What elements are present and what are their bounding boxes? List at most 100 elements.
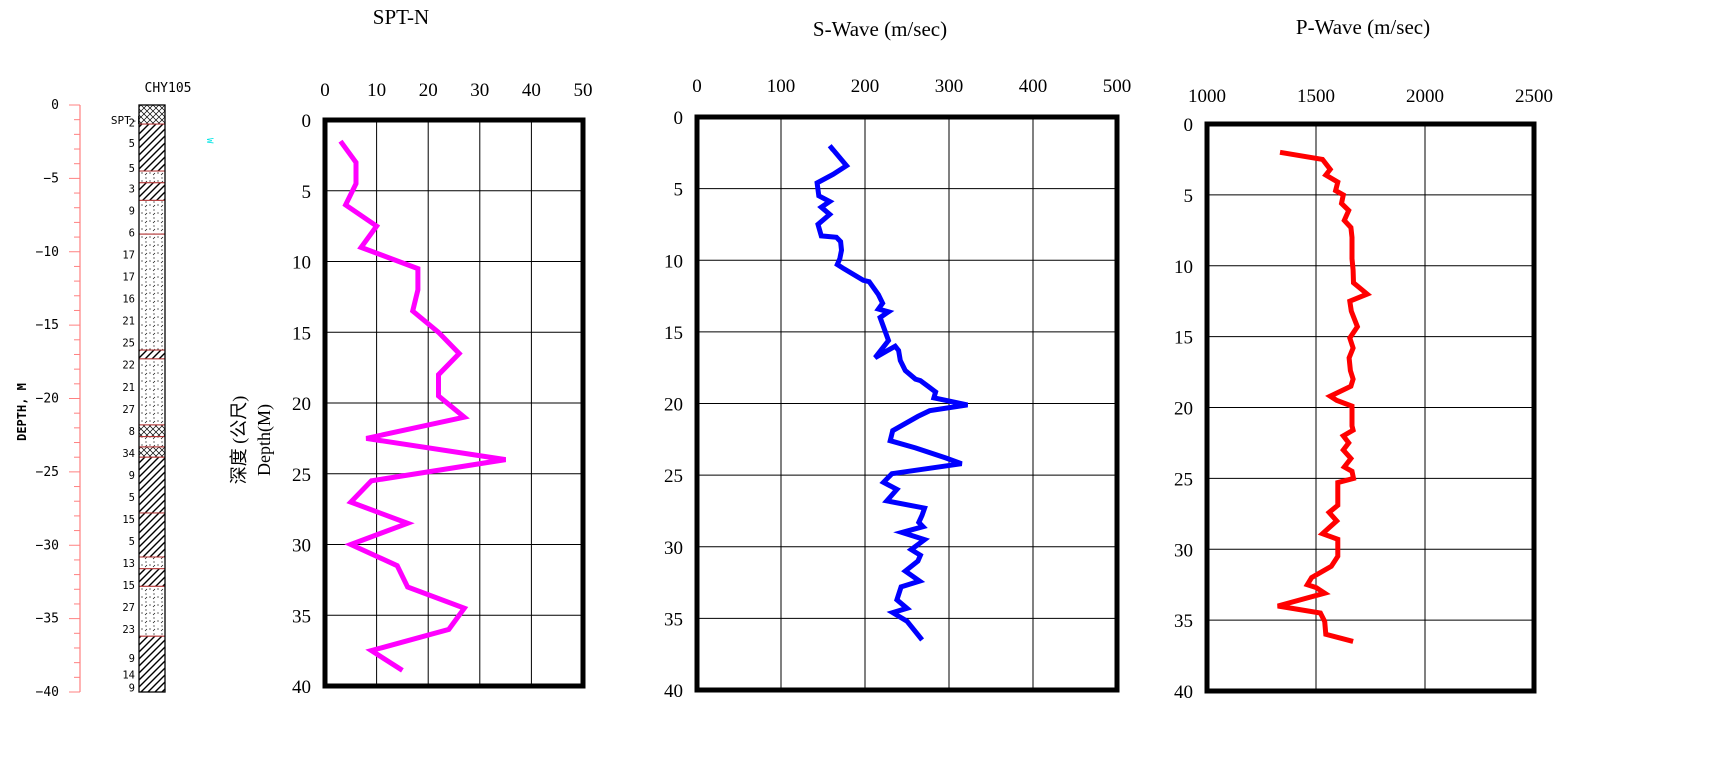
p-wave-y-tick-label: 40 bbox=[1174, 682, 1193, 703]
soil-layer bbox=[138, 446, 166, 458]
spt-value-column: 2553961717162125222127834951551315272391… bbox=[122, 118, 135, 695]
spt-value: 14 bbox=[122, 669, 135, 681]
spt-n-x-tick-label: 10 bbox=[367, 80, 386, 101]
spt-n-plot-frame bbox=[322, 117, 586, 689]
spt-value: 9 bbox=[129, 470, 135, 482]
soil-layer bbox=[138, 585, 166, 637]
spt-value: 8 bbox=[129, 426, 135, 438]
spt-value: 27 bbox=[122, 602, 135, 614]
spt-n-y-tick-label: 25 bbox=[292, 465, 311, 486]
p-wave-x-tick-label: 2500 bbox=[1515, 86, 1553, 107]
soil-column-border bbox=[138, 104, 166, 693]
spt-n-y-tick-label: 10 bbox=[292, 253, 311, 274]
spt-n-x-tick-label: 30 bbox=[470, 80, 489, 101]
p-wave-y-tick-label: 5 bbox=[1184, 186, 1194, 207]
spt-value: 23 bbox=[122, 624, 135, 636]
s-wave-x-tick-label: 400 bbox=[1019, 76, 1048, 97]
soil-layer bbox=[138, 358, 166, 426]
spt-value: 9 bbox=[129, 683, 135, 695]
spt-value: 5 bbox=[129, 492, 135, 504]
spt-value: 27 bbox=[122, 404, 135, 416]
spt-n-y-tick-label: 15 bbox=[292, 323, 311, 344]
boring-log: CHY105 DEPTH, M SPT-N 0 −5 −10 −15 −20 −25 −30… bbox=[15, 81, 214, 700]
spt-n-y-tick-label: 30 bbox=[292, 536, 311, 557]
s-wave-y-tick-label: 30 bbox=[664, 538, 683, 559]
soil-layer bbox=[138, 123, 166, 172]
s-wave-x-tick-label: 300 bbox=[935, 76, 964, 97]
soil-layer bbox=[138, 512, 166, 558]
s-wave-x-tick-label: 100 bbox=[767, 76, 796, 97]
soil-layer bbox=[138, 424, 166, 438]
ruler-tick-label: −20 bbox=[36, 392, 59, 407]
p-wave-y-tick-label: 15 bbox=[1174, 328, 1193, 349]
depth-label-chinese: 深度 (公尺) bbox=[229, 396, 250, 485]
spt-value: 21 bbox=[122, 382, 135, 394]
spt-value: 2 bbox=[129, 118, 135, 130]
spt-value: 34 bbox=[122, 448, 135, 460]
p-wave-x-tick-label: 2000 bbox=[1406, 86, 1444, 107]
soil-layer bbox=[138, 436, 166, 448]
spt-value: 9 bbox=[129, 206, 135, 218]
s-wave-x-tick-label: 0 bbox=[692, 76, 702, 97]
soil-layer bbox=[138, 568, 166, 587]
s-wave-y-tick-label: 20 bbox=[664, 395, 683, 416]
s-wave-y-tick-label: 40 bbox=[664, 681, 683, 702]
spt-n-label: SPT-N bbox=[111, 114, 144, 127]
s-wave-y-tick-label: 5 bbox=[674, 180, 684, 201]
spt-n-y-tick-label: 40 bbox=[292, 677, 311, 698]
p-wave-y-tick-label: 30 bbox=[1174, 540, 1193, 561]
p-wave-x-tick-label: 1000 bbox=[1188, 86, 1226, 107]
ruler-tick-label: −35 bbox=[36, 612, 59, 627]
ruler-tick-label: −15 bbox=[36, 318, 59, 333]
p-wave-plot-frame bbox=[1204, 121, 1537, 694]
ruler-tick-label: −25 bbox=[36, 465, 59, 480]
spt-n-series-line bbox=[338, 139, 506, 673]
s-wave-y-tick-label: 25 bbox=[664, 466, 683, 487]
s-wave-x-tick-label: 200 bbox=[851, 76, 880, 97]
spt-value: 5 bbox=[129, 138, 135, 150]
s-wave-series-line bbox=[814, 144, 969, 642]
spt-value: 17 bbox=[122, 250, 135, 262]
s-wave-chart-title: S-Wave (m/sec) bbox=[813, 17, 947, 41]
p-wave-chart: P-Wave (m/sec) 1000 1500 2000 2500 0 5 10 15 20 2… bbox=[1174, 15, 1553, 703]
ruler-tick-label: −10 bbox=[36, 245, 59, 260]
spt-value: 22 bbox=[122, 360, 135, 372]
p-wave-series-line bbox=[1277, 149, 1373, 644]
spt-value: 15 bbox=[122, 580, 135, 592]
spt-n-chart-title: SPT-N bbox=[373, 5, 429, 29]
boring-log-ylabel: DEPTH, M bbox=[15, 383, 29, 441]
p-wave-y-tick-label: 25 bbox=[1174, 469, 1193, 490]
spt-n-y-tick-label: 20 bbox=[292, 394, 311, 415]
soil-layer bbox=[138, 556, 166, 570]
soil-column bbox=[138, 104, 166, 693]
soil-layer bbox=[138, 456, 166, 514]
spt-value: 5 bbox=[129, 536, 135, 548]
groundwater-marker: W bbox=[204, 138, 214, 144]
spt-value: 6 bbox=[129, 228, 135, 240]
p-wave-y-tick-label: 35 bbox=[1174, 611, 1193, 632]
ruler-tick-label: 0 bbox=[51, 98, 59, 113]
spt-value: 16 bbox=[122, 294, 135, 306]
s-wave-y-tick-label: 0 bbox=[674, 108, 684, 129]
spt-value: 13 bbox=[122, 558, 135, 570]
boring-log-title: CHY105 bbox=[145, 81, 192, 96]
spt-n-x-tick-label: 20 bbox=[419, 80, 438, 101]
spt-n-y-tick-label: 35 bbox=[292, 606, 311, 627]
soil-layer bbox=[138, 182, 166, 201]
p-wave-y-tick-label: 20 bbox=[1174, 399, 1193, 420]
ruler-tick-label: −40 bbox=[36, 685, 59, 700]
soil-layer bbox=[138, 233, 166, 351]
spt-n-chart: SPT-N 0 10 20 30 40 50 0 5 10 15 20 25 30 35 40 bbox=[292, 5, 593, 698]
spt-value: 17 bbox=[122, 272, 135, 284]
soil-layer bbox=[138, 170, 166, 184]
spt-value: 21 bbox=[122, 316, 135, 328]
s-wave-y-tick-label: 10 bbox=[664, 251, 683, 272]
depth-label-english: Depth(M) bbox=[254, 404, 275, 476]
spt-value: 15 bbox=[122, 514, 135, 526]
spt-n-x-tick-label: 40 bbox=[522, 80, 541, 101]
p-wave-chart-title: P-Wave (m/sec) bbox=[1296, 15, 1430, 39]
soil-layer bbox=[138, 199, 166, 235]
spt-value: 9 bbox=[129, 653, 135, 665]
spt-n-y-tick-label: 5 bbox=[302, 182, 312, 203]
